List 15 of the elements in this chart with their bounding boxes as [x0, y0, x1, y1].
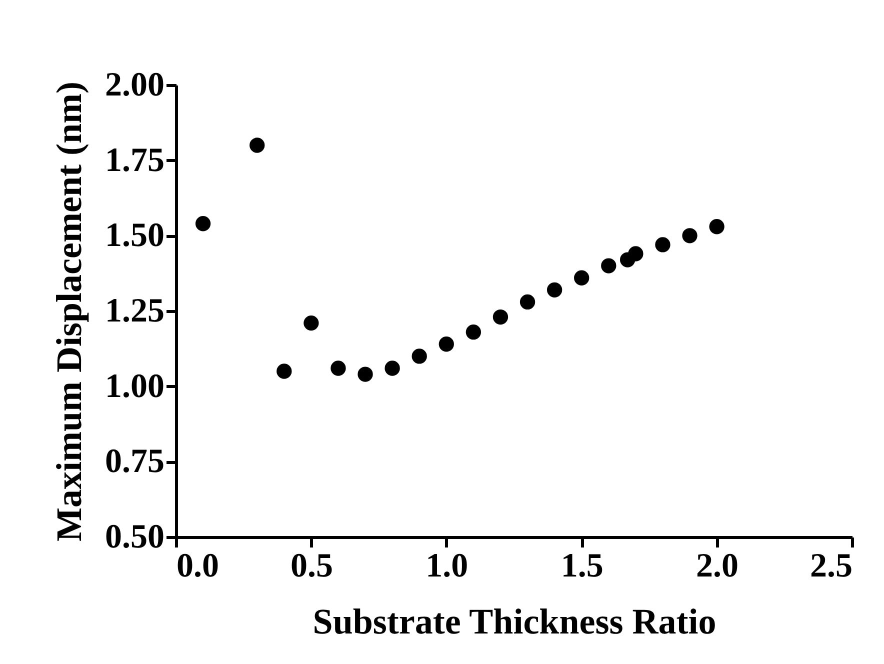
y-tick-label: 1.00	[105, 368, 164, 405]
y-tick-label: 1.25	[105, 292, 164, 330]
x-tick-label: 2.5	[810, 548, 852, 584]
x-tick-label: 2.0	[696, 548, 739, 584]
y-tick-label: 0.50	[105, 518, 164, 556]
y-tick-label: 0.75	[105, 443, 164, 480]
x-axis-title: Substrate Thickness Ratio	[312, 602, 716, 642]
y-axis-title: Maximum Displacement (nm)	[49, 82, 89, 542]
x-tick-label: 1.5	[560, 548, 604, 584]
y-tick-label: 1.75	[105, 142, 164, 179]
x-tick-label: 1.0	[426, 548, 468, 584]
x-tick-label: 0.0	[176, 548, 219, 584]
y-tick-label: 2.00	[105, 66, 164, 104]
y-tick-label: 1.50	[105, 217, 164, 254]
x-tick-label: 0.5	[290, 548, 333, 584]
